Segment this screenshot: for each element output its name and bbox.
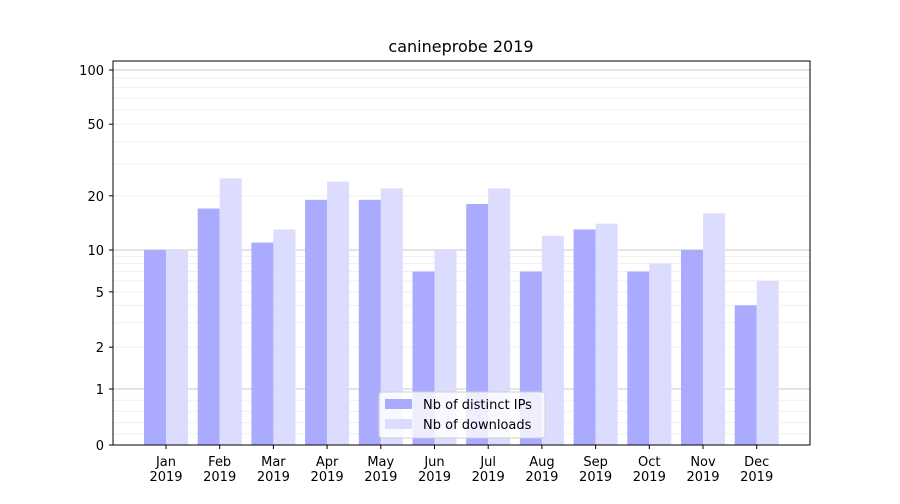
bar-distinct-ips <box>305 199 328 445</box>
x-tick-label: Nov 2019 <box>686 455 719 485</box>
bar-downloads <box>219 178 242 446</box>
x-tick-label: Apr 2019 <box>311 455 344 485</box>
legend-box <box>378 391 546 439</box>
axes: 0 1 2 5 10 20 50 100 Jan 2019 Feb 2019 Mar 2019 Apr 201… <box>79 60 811 485</box>
bar-distinct-ips <box>358 199 381 445</box>
x-tick-label: Jun 2019 <box>418 455 451 485</box>
y-tick-label: 20 <box>87 190 104 205</box>
x-tick-label: Sep 2019 <box>579 455 612 485</box>
x-tick-label: Mar 2019 <box>257 455 290 485</box>
x-tick-label: Dec 2019 <box>740 455 773 485</box>
y-tick-label: 0 <box>96 439 104 454</box>
y-tick-label: 5 <box>96 286 104 301</box>
x-tick-label: Jul 2019 <box>472 455 505 485</box>
legend-label: Nb of distinct IPs <box>423 398 532 413</box>
plot-frame <box>112 60 811 446</box>
bar-distinct-ips <box>251 242 274 445</box>
legend-swatch <box>385 399 412 409</box>
bar-downloads <box>327 181 350 445</box>
x-tick-label: Oct 2019 <box>633 455 666 485</box>
y-tick-label: 10 <box>87 244 104 259</box>
bar-distinct-ips <box>197 208 220 445</box>
bar-distinct-ips <box>466 204 489 445</box>
x-tick-label: Jan 2019 <box>149 455 182 485</box>
bar-distinct-ips <box>734 305 757 445</box>
bar-downloads <box>649 263 672 445</box>
bar-downloads <box>273 229 296 445</box>
y-tick-label: 2 <box>96 341 104 356</box>
bar-distinct-ips <box>627 271 650 445</box>
bar-downloads <box>595 223 618 445</box>
bar-downloads <box>703 213 725 445</box>
y-tick-label: 1 <box>96 383 104 398</box>
bar-distinct-ips <box>573 229 596 445</box>
legend-label: Nb of downloads <box>423 418 532 433</box>
bar-distinct-ips <box>681 250 703 445</box>
y-tick-label: 100 <box>79 64 104 79</box>
bar-downloads <box>488 188 511 445</box>
legend-swatch <box>385 419 412 429</box>
y-tick-label: 50 <box>87 118 104 133</box>
bar-downloads <box>756 280 779 445</box>
bar-downloads <box>380 188 403 445</box>
x-tick-label: Feb 2019 <box>203 455 236 485</box>
bar-distinct-ips <box>144 250 166 445</box>
chart-title: canineprobe 2019 <box>388 37 533 56</box>
x-tick-label: Aug 2019 <box>525 455 558 485</box>
bar-downloads <box>166 250 188 445</box>
x-tick-label: May 2019 <box>364 455 397 485</box>
legend: Nb of distinct IPs Nb of downloads <box>378 391 546 439</box>
bar-downloads <box>541 235 564 445</box>
